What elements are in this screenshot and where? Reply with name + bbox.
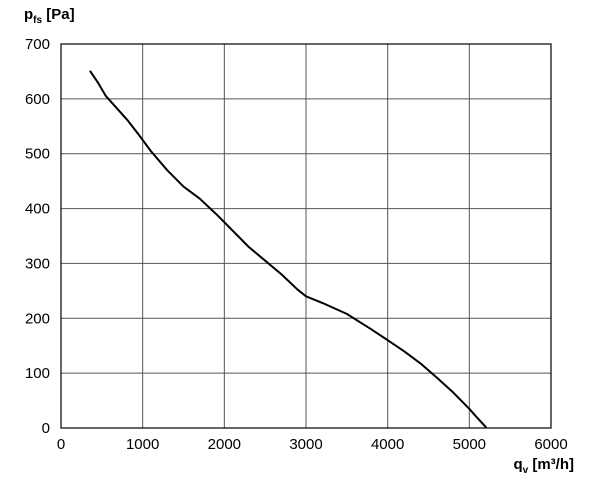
x-axis-label: qv [m³/h]	[513, 456, 574, 476]
series-layer	[89, 70, 487, 428]
y-axis-label: pfs [Pa]	[24, 6, 75, 26]
x-tick-label: 5000	[453, 436, 486, 453]
y-tick-label: 500	[25, 146, 50, 163]
x-axis-unit: [m³/h]	[532, 456, 574, 473]
y-tick-label: 700	[25, 36, 50, 53]
x-tick-label: 4000	[371, 436, 404, 453]
grid	[60, 43, 552, 429]
y-axis-symbol: p	[24, 6, 34, 23]
y-tick-label: 0	[42, 420, 50, 437]
y-axis-subscript: fs	[33, 15, 43, 26]
x-axis-subscript: v	[522, 465, 529, 476]
x-tick-label: 2000	[208, 436, 241, 453]
y-tick-label: 600	[25, 91, 50, 108]
x-tick-label: 3000	[289, 436, 322, 453]
y-tick-label: 200	[25, 310, 50, 327]
y-axis-unit: [Pa]	[46, 6, 75, 23]
x-tick-label: 6000	[534, 436, 567, 453]
tick-labels: 0 1000 2000 3000 4000 5000 6000 0 100 200 300 400 50…	[25, 36, 568, 453]
x-tick-label: 1000	[126, 436, 159, 453]
x-axis-symbol: q	[513, 456, 523, 473]
y-tick-label: 100	[25, 365, 50, 382]
y-tick-label: 300	[25, 255, 50, 272]
series-line	[89, 70, 487, 428]
x-tick-label: 0	[57, 436, 65, 453]
y-tick-label: 400	[25, 201, 50, 218]
plot-frame	[60, 43, 552, 429]
